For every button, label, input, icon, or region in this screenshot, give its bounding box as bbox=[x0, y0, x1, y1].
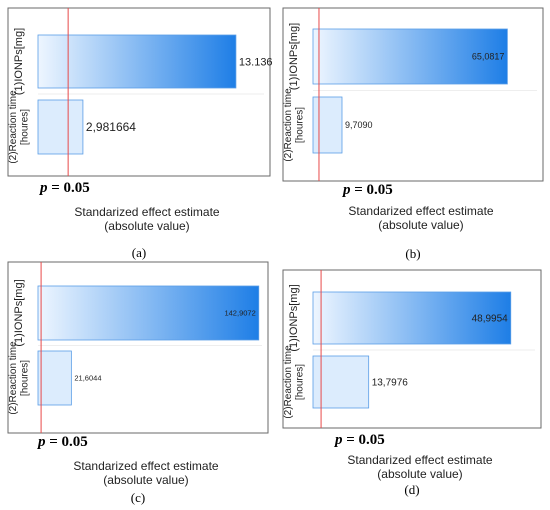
bar-value-label-2: 21,6044 bbox=[74, 374, 101, 383]
category-label-2: (2)Reaction time[houres] bbox=[283, 88, 306, 162]
x-axis-label-line2: (absolute value) bbox=[103, 473, 188, 487]
x-axis-label: Standarized effect estimate bbox=[347, 453, 493, 467]
chart-svg-c: 142,9072 21,6044 (1)IONPs[mg](2)Reaction t… bbox=[7, 261, 269, 505]
chart-panel-a: 13.136 2,981664 (1)IONPs[mg] (2)Reaction ti… bbox=[0, 0, 275, 270]
category-label-2: (2)Reaction time[houres] bbox=[8, 90, 31, 164]
bar-1 bbox=[37, 285, 260, 341]
x-axis-label: Standarized effect estimate bbox=[74, 205, 220, 219]
category-label-1: (1)IONPs[mg] bbox=[288, 23, 300, 90]
bar-1 bbox=[37, 34, 237, 89]
bar-2 bbox=[312, 355, 370, 409]
bar-2 bbox=[312, 96, 343, 154]
category-label-1: (1)IONPs[mg] bbox=[13, 279, 25, 346]
bar-value-label-2: 2,981664 bbox=[86, 120, 136, 134]
x-axis-label-line2: (absolute value) bbox=[377, 467, 462, 481]
chart-svg-a: 13.136 2,981664 (1)IONPs[mg](2)Reaction ti… bbox=[7, 7, 273, 260]
bar-1 bbox=[312, 291, 512, 345]
chart-svg-b: 65,0817 9,7090 (1)IONPs[mg](2)Reaction tim… bbox=[282, 7, 544, 261]
panel-caption: (a) bbox=[132, 245, 146, 260]
chart-panel-d: 48,9954 13,7976 (1)IONPs[mg] (2)Reaction ti… bbox=[275, 256, 550, 510]
bar-2 bbox=[37, 99, 84, 155]
chart-svg-d: 48,9954 13,7976 (1)IONPs[mg](2)Reaction ti… bbox=[282, 269, 542, 497]
panel-caption: (d) bbox=[404, 482, 419, 497]
x-axis-label: Standarized effect estimate bbox=[348, 204, 494, 218]
bar-value-label-1: 142,9072 bbox=[224, 309, 255, 318]
threshold-label: p = 0.05 bbox=[341, 182, 393, 198]
category-label-2: (2)Reaction time[houres] bbox=[8, 341, 31, 415]
chart-panel-b: 65,0817 9,7090 (1)IONPs[mg] (2)Reaction tim… bbox=[275, 0, 550, 270]
x-axis-label-line2: (absolute value) bbox=[104, 219, 189, 233]
threshold-label: p = 0.05 bbox=[38, 180, 90, 196]
bar-value-label-2: 9,7090 bbox=[345, 120, 373, 130]
x-axis-label-line2: (absolute value) bbox=[378, 218, 463, 232]
threshold-label: p = 0.05 bbox=[333, 432, 385, 448]
bar-value-label-1: 65,0817 bbox=[472, 52, 505, 62]
bar-1 bbox=[312, 28, 508, 85]
threshold-label: p = 0.05 bbox=[36, 434, 88, 450]
category-label-2: (2)Reaction time[houres] bbox=[283, 345, 306, 419]
bar-value-label-2: 13,7976 bbox=[372, 378, 409, 389]
panel-caption: (b) bbox=[405, 246, 420, 261]
x-axis-label: Standarized effect estimate bbox=[73, 459, 219, 473]
category-label-1: (1)IONPs[mg] bbox=[288, 284, 300, 351]
bar-value-label-1: 48,9954 bbox=[472, 314, 509, 325]
panel-caption: (c) bbox=[131, 490, 145, 505]
bar-2 bbox=[37, 350, 72, 406]
category-label-1: (1)IONPs[mg] bbox=[13, 28, 25, 95]
chart-panel-c: 142,9072 21,6044 (1)IONPs[mg] (2)Reaction t… bbox=[0, 256, 275, 510]
bar-value-label-1: 13.136 bbox=[239, 56, 273, 68]
